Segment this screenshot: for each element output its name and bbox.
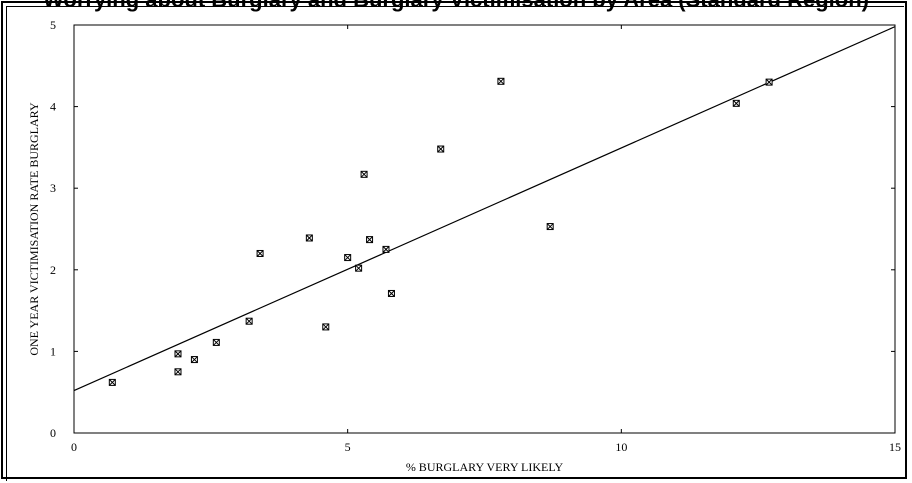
data-point xyxy=(367,237,373,243)
x-axis: 0 5 10 15 xyxy=(71,25,901,454)
data-point xyxy=(547,224,553,230)
y-tick-label: 2 xyxy=(50,263,56,277)
data-point xyxy=(345,255,351,261)
data-point xyxy=(766,79,772,85)
y-tick-label: 0 xyxy=(50,426,56,440)
x-tick-label: 15 xyxy=(889,440,901,454)
data-point xyxy=(438,146,444,152)
y-tick-label: 1 xyxy=(50,344,56,358)
x-tick-label: 0 xyxy=(71,440,77,454)
data-point xyxy=(175,369,181,375)
data-point xyxy=(257,250,263,256)
plot-frame xyxy=(74,25,895,433)
data-point xyxy=(323,324,329,330)
data-point xyxy=(191,357,197,363)
y-tick-label: 4 xyxy=(50,100,56,114)
data-point xyxy=(213,339,219,345)
x-axis-label: % BURGLARY VERY LIKELY xyxy=(406,460,564,474)
x-tick-label: 10 xyxy=(615,440,627,454)
data-point xyxy=(733,100,739,106)
data-points xyxy=(109,78,772,385)
data-point xyxy=(246,318,252,324)
y-tick-label: 3 xyxy=(50,181,56,195)
data-point xyxy=(109,379,115,385)
data-point xyxy=(498,78,504,84)
data-point xyxy=(356,265,362,271)
data-point xyxy=(306,235,312,241)
plot-area xyxy=(74,25,895,433)
y-axis-label: ONE YEAR VICTIMISATION RATE BURGLARY xyxy=(27,102,41,356)
data-point xyxy=(388,290,394,296)
data-point xyxy=(383,246,389,252)
data-point xyxy=(175,351,181,357)
data-point xyxy=(361,171,367,177)
x-tick-label: 5 xyxy=(345,440,351,454)
y-tick-label: 5 xyxy=(50,18,56,32)
